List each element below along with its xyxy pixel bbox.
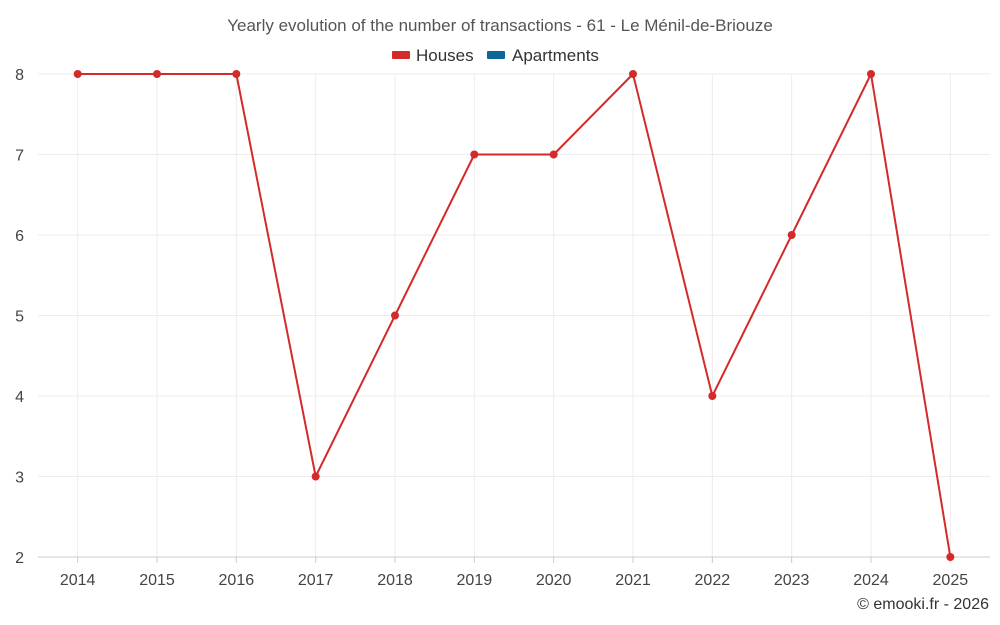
legend: Houses Apartments — [392, 46, 599, 65]
grid-lines — [38, 73, 990, 558]
data-point-houses-2019[interactable] — [470, 150, 479, 159]
data-point-houses-2021[interactable] — [629, 70, 637, 78]
legend-swatch-apartments — [487, 51, 505, 59]
x-tick-label: 2024 — [853, 572, 889, 589]
x-tick-label: 2023 — [774, 572, 810, 589]
series-line-houses — [77, 73, 952, 558]
y-tick-label: 7 — [15, 148, 24, 165]
x-tick-label: 2016 — [219, 572, 255, 589]
y-tick-label: 8 — [15, 67, 24, 84]
x-tick-label: 2017 — [298, 572, 334, 589]
series-houses — [73, 70, 955, 561]
legend-item-apartments[interactable]: Apartments — [487, 46, 599, 65]
x-tick-label: 2018 — [377, 572, 413, 589]
data-point-houses-2015[interactable] — [153, 70, 161, 78]
data-point-houses-2024[interactable] — [867, 70, 875, 78]
y-tick-label: 6 — [15, 228, 24, 245]
x-tick-label: 2021 — [615, 572, 651, 589]
x-tick-label: 2015 — [139, 572, 175, 589]
y-tick-label: 4 — [15, 389, 24, 406]
chart-title: Yearly evolution of the number of transa… — [227, 16, 773, 35]
y-tick-label: 2 — [15, 550, 24, 567]
data-point-houses-2018[interactable] — [391, 311, 399, 320]
data-point-houses-2014[interactable] — [73, 70, 82, 78]
legend-label-apartments: Apartments — [512, 46, 599, 65]
data-point-houses-2020[interactable] — [549, 150, 558, 159]
x-tick-label: 2019 — [457, 572, 493, 589]
data-point-houses-2017[interactable] — [311, 472, 320, 481]
x-tick-label: 2014 — [60, 572, 96, 589]
legend-item-houses[interactable]: Houses — [392, 46, 474, 65]
x-tick-label: 2025 — [933, 572, 969, 589]
legend-label-houses: Houses — [416, 46, 474, 65]
x-tick-label: 2022 — [695, 572, 731, 589]
credit-label: © emooki.fr - 2026 — [857, 596, 989, 613]
data-point-houses-2023[interactable] — [787, 231, 796, 239]
x-axis-ticks: 2014 2015 2016 2017 2018 2019 2020 2021 2022 2023… — [60, 557, 968, 589]
data-point-houses-2022[interactable] — [708, 392, 717, 400]
y-tick-label: 5 — [15, 309, 24, 326]
x-tick-label: 2020 — [536, 572, 572, 589]
y-tick-label: 3 — [15, 470, 24, 487]
y-axis-ticks: 2 3 4 5 6 7 8 — [15, 67, 24, 567]
data-point-houses-2025[interactable] — [946, 553, 955, 561]
legend-swatch-houses — [392, 51, 410, 59]
data-point-houses-2016[interactable] — [232, 70, 241, 78]
